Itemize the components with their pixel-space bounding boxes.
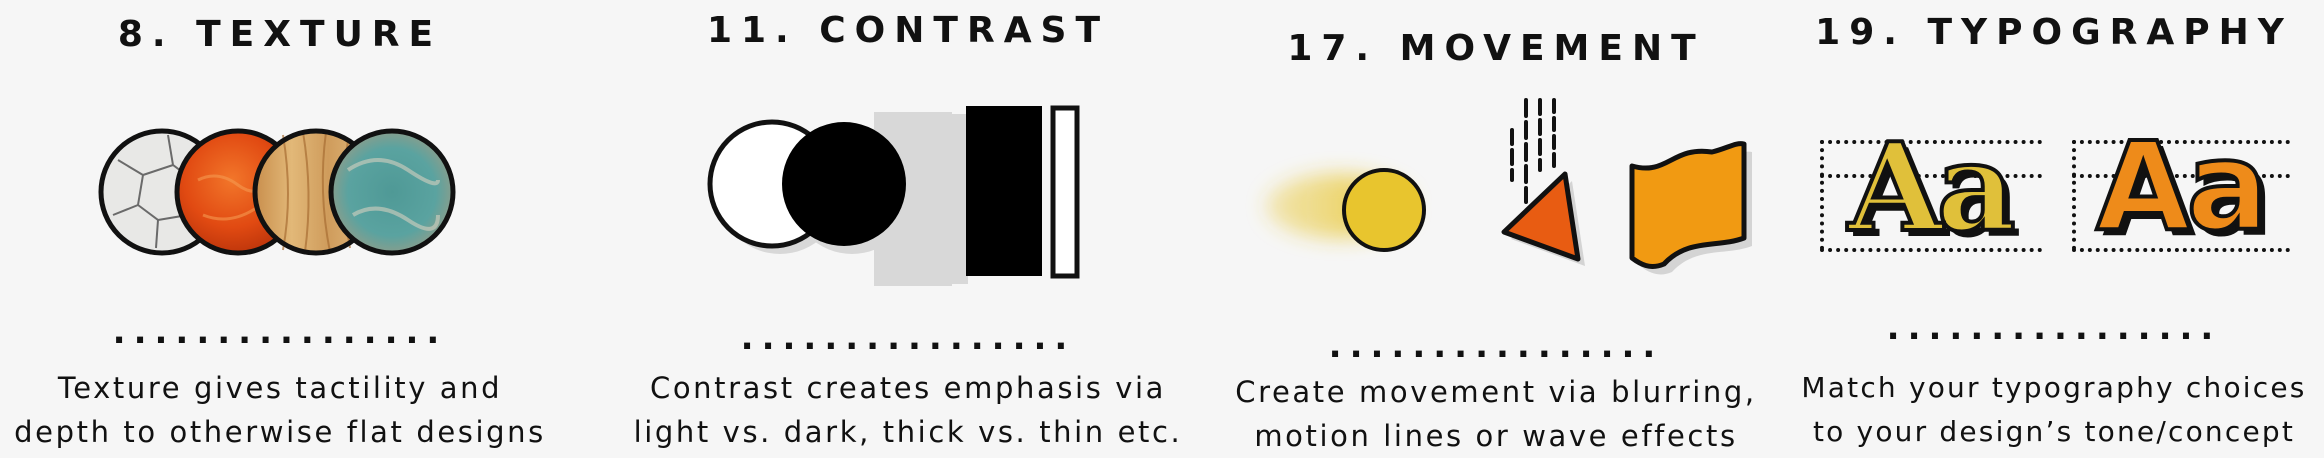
- dotted-divider: ................: [1328, 326, 1664, 366]
- thick-bar: [966, 106, 1042, 276]
- description-line-1: Match your typography choices: [1801, 371, 2307, 404]
- description-line-2: depth to otherwise flat designs: [14, 415, 546, 449]
- contrast-illustration: [707, 105, 1080, 286]
- orange-triangle: [1501, 171, 1581, 262]
- description-line-2: light vs. dark, thick vs. thin etc.: [633, 415, 1183, 449]
- panel-typography: 19. TYPOGRAPHY Aa Aa ................ Ma…: [1784, 0, 2324, 458]
- panel-description: Create movement via blurring, motion lin…: [1226, 370, 1766, 458]
- panel-texture: 8. TEXTURE: [0, 0, 560, 458]
- teal-texture-circle: [328, 128, 456, 256]
- dotted-divider: ................: [112, 312, 448, 352]
- panel-title: 17. MOVEMENT: [1287, 28, 1705, 69]
- panel-description: Match your typography choices to your de…: [1784, 366, 2324, 454]
- dotted-divider: ................: [740, 318, 1076, 358]
- thin-bar: [1050, 105, 1080, 279]
- wave-flag: [1629, 141, 1747, 269]
- black-circle: [782, 122, 906, 246]
- texture-illustration: [98, 128, 456, 256]
- panel-title: 8. TEXTURE: [117, 14, 443, 55]
- movement-illustration: [1266, 98, 1752, 275]
- panel-contrast: 11. CONTRAST ................ Contrast c…: [618, 0, 1198, 458]
- yellow-circle: [1342, 168, 1426, 252]
- serif-glyph: Aa: [1846, 115, 2018, 259]
- panel-description: Texture gives tactility and depth to oth…: [0, 366, 560, 454]
- dotted-divider: ................: [1886, 308, 2222, 348]
- panel-title: 11. CONTRAST: [706, 10, 1110, 51]
- panel-description: Contrast creates emphasis via light vs. …: [618, 366, 1198, 454]
- panel-movement: 17. MOVEMENT ................: [1226, 0, 1766, 458]
- description-line-2: motion lines or wave effects: [1254, 419, 1738, 453]
- motion-lines: [1510, 98, 1556, 204]
- panel-title: 19. TYPOGRAPHY: [1815, 12, 2293, 53]
- description-line-1: Contrast creates emphasis via: [649, 371, 1167, 405]
- sans-glyph: Aa: [2094, 116, 2271, 258]
- description-line-1: Create movement via blurring,: [1235, 375, 1757, 409]
- typography-illustration: Aa Aa: [1820, 124, 2320, 270]
- description-line-2: to your design’s tone/concept: [1812, 415, 2296, 448]
- description-line-1: Texture gives tactility and: [57, 371, 503, 405]
